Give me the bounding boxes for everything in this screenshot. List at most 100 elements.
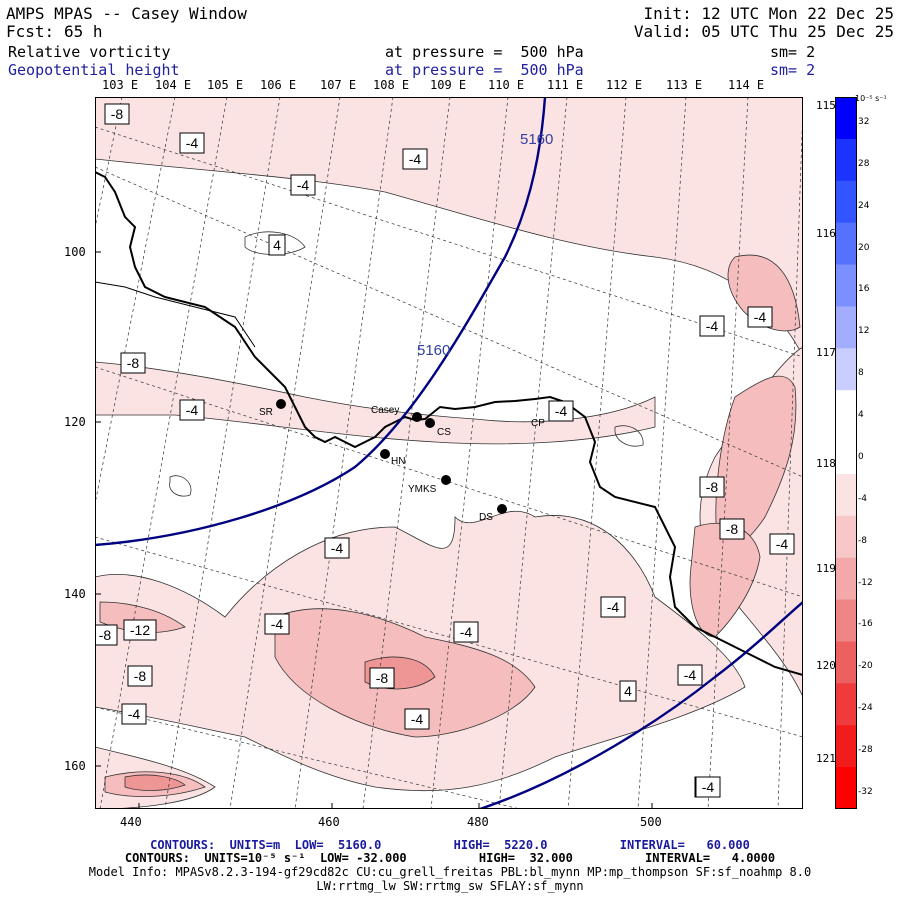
height-contours bbox=[95, 97, 803, 809]
footer-radiation-info: LW:rrtmg_lw SW:rrtmg_sw SFLAY:sf_mynn bbox=[316, 879, 584, 893]
svg-text:-12: -12 bbox=[130, 622, 150, 638]
valid-time: Valid: 05 UTC Thu 25 Dec 25 bbox=[633, 22, 894, 41]
station-label-ds: DS bbox=[479, 512, 493, 523]
lon-label-114: 114 E bbox=[728, 78, 765, 92]
meridian-111 bbox=[498, 97, 568, 809]
axis-ticks bbox=[95, 251, 653, 809]
colorbar-segment-13 bbox=[835, 641, 857, 684]
colorbar-segment-8 bbox=[835, 432, 857, 475]
vorticity-label-26: -4 bbox=[264, 613, 290, 635]
meridian-114 bbox=[707, 97, 749, 809]
x-tick-460: 460 bbox=[318, 815, 340, 829]
field-1-name: Relative vorticity bbox=[8, 43, 171, 61]
parallel-2 bbox=[95, 166, 803, 478]
vorticity-label-12: -4 bbox=[769, 533, 795, 555]
colorbar-label-6: 8 bbox=[858, 368, 864, 379]
colorbar-segment-7 bbox=[835, 390, 857, 433]
parallel-4 bbox=[95, 536, 803, 738]
chart-title: AMPS MPAS -- Casey Window bbox=[6, 4, 247, 23]
station-dot-hn bbox=[380, 449, 390, 459]
colorbar-label-1: 28 bbox=[858, 158, 870, 169]
field-2-smoothing: sm= 2 bbox=[770, 61, 816, 79]
forecast-hour: 65 h bbox=[64, 22, 103, 41]
vorticity-label-20: -4 bbox=[404, 708, 430, 730]
y-tick-100: 100 bbox=[64, 245, 86, 259]
svg-text:-4: -4 bbox=[331, 540, 344, 556]
colorbar-segment-2 bbox=[835, 180, 857, 224]
vorticity-label-13: -4 bbox=[324, 537, 350, 559]
vorticity-label-22: -4 bbox=[677, 664, 703, 686]
svg-text:-4: -4 bbox=[684, 667, 697, 683]
vorticity-label-4: 4 bbox=[268, 234, 286, 256]
height-label-b: 5160 bbox=[417, 342, 450, 359]
lon-label-110: 110 E bbox=[488, 78, 525, 92]
station-label-sr: SR bbox=[259, 407, 273, 418]
svg-text:-4: -4 bbox=[297, 177, 310, 193]
parallel-5 bbox=[95, 706, 522, 809]
height-contour-labels: 5160 5160 bbox=[417, 131, 553, 359]
height-label-a: 5160 bbox=[520, 131, 553, 148]
y-tick-120: 120 bbox=[64, 415, 86, 429]
svg-text:-8: -8 bbox=[134, 668, 147, 684]
svg-text:4: 4 bbox=[273, 237, 281, 253]
colorbar-label-15: -28 bbox=[858, 745, 873, 756]
y-tick-140: 140 bbox=[64, 587, 86, 601]
vorticity-contour-labels: -8 -4 -4 -4 4 -4 -4 -8 -4 -4 -8 -8 -4 -4 -4 -4 -8 -12 -8 -8… bbox=[95, 103, 795, 798]
station-dot-sr bbox=[276, 399, 286, 409]
vorticity-label-7: -8 bbox=[120, 352, 146, 374]
forecast-label: Fcst: bbox=[6, 22, 55, 41]
meridian-104 bbox=[95, 97, 176, 506]
meridian-103 bbox=[95, 97, 123, 230]
field-2-name: Geopotential height bbox=[8, 61, 180, 79]
colorbar-label-11: -12 bbox=[858, 577, 873, 588]
pos-contour-3 bbox=[169, 475, 192, 497]
vorticity-label-1: -4 bbox=[179, 132, 205, 154]
station-label-hn: HN bbox=[391, 456, 405, 467]
vorticity-label-6: -4 bbox=[747, 306, 773, 328]
vorticity-label-0: -8 bbox=[104, 103, 130, 125]
field-1-smoothing: sm= 2 bbox=[770, 43, 816, 61]
footer-model-info: Model Info: MPASv8.2.3-194-gf29cd82c CU:… bbox=[88, 865, 812, 879]
height-contour-5160-b bbox=[479, 601, 803, 809]
station-labels: SR Casey CS HN YMKS DS CP bbox=[259, 405, 545, 523]
station-dot-ds bbox=[497, 504, 507, 514]
station-label-cp: CP bbox=[531, 418, 545, 429]
meridian-112 bbox=[567, 97, 627, 809]
colorbar-segment-10 bbox=[835, 515, 857, 559]
lon-label-108: 108 E bbox=[373, 78, 410, 92]
vorticity-label-16: -8 bbox=[95, 624, 118, 646]
svg-text:-4: -4 bbox=[702, 779, 715, 795]
meridian-113 bbox=[637, 97, 687, 809]
ice-edge-inner bbox=[95, 281, 256, 348]
colorbar bbox=[835, 97, 857, 809]
y-tick-160: 160 bbox=[64, 759, 86, 773]
colorbar-segment-11 bbox=[835, 557, 857, 601]
svg-text:-8: -8 bbox=[726, 521, 739, 537]
colorbar-label-7: 4 bbox=[858, 410, 864, 421]
init-time: Init: 12 UTC Mon 22 Dec 25 bbox=[643, 4, 894, 23]
svg-text:-4: -4 bbox=[186, 402, 199, 418]
station-dot-casey bbox=[412, 412, 422, 422]
field-2-pressure: at pressure = 500 hPa bbox=[385, 61, 584, 79]
field-1-pressure: at pressure = 500 hPa bbox=[385, 43, 584, 61]
svg-text:-4: -4 bbox=[186, 135, 199, 151]
svg-text:-8: -8 bbox=[99, 627, 112, 643]
svg-text:-4: -4 bbox=[706, 318, 719, 334]
lon-label-109: 109 E bbox=[430, 78, 467, 92]
colorbar-segment-14 bbox=[835, 683, 857, 726]
lon-label-106: 106 E bbox=[260, 78, 297, 92]
station-dot-cs bbox=[425, 418, 435, 428]
vorticity-label-3: -4 bbox=[290, 174, 316, 196]
vorticity-label-10: -8 bbox=[699, 476, 725, 498]
colorbar-label-9: -4 bbox=[858, 493, 867, 504]
vorticity-label-2: -4 bbox=[402, 148, 428, 170]
lon-label-107: 107 E bbox=[320, 78, 357, 92]
pos-contour-2 bbox=[614, 425, 644, 447]
colorbar-segment-12 bbox=[835, 599, 857, 642]
svg-text:4: 4 bbox=[624, 683, 632, 699]
shade-top-right-strong bbox=[727, 254, 801, 332]
footer-vorticity-contours: CONTOURS: UNITS=10⁻⁵ s⁻¹ LOW= -32.000 HI… bbox=[124, 851, 776, 865]
colorbar-segment-16 bbox=[835, 767, 857, 809]
vorticity-label-5: -4 bbox=[699, 315, 725, 337]
svg-text:-8: -8 bbox=[376, 670, 389, 686]
